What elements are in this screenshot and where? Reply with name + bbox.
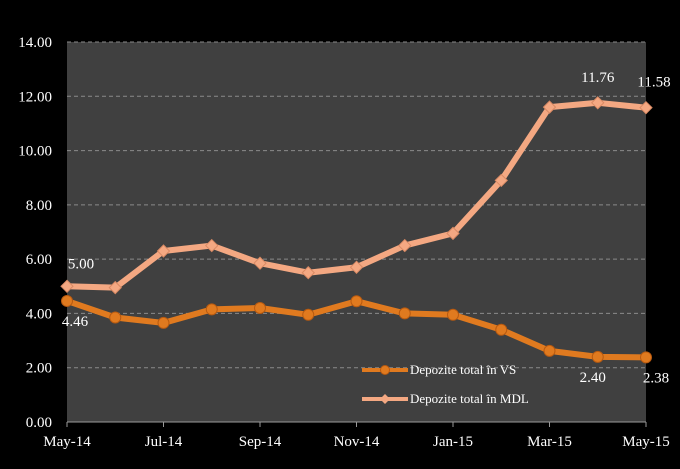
legend: Depozite total în VS Depozite total în MD… (362, 362, 529, 406)
data-point (495, 323, 508, 336)
data-point (302, 308, 315, 321)
data-point (350, 295, 363, 308)
legend-marker (380, 394, 390, 404)
x-axis-tick-labels: May-14 Jul-14 Sep-14 Nov-14 Jan-15 Mar-15 May-… (43, 422, 670, 450)
data-point (157, 316, 170, 329)
data-point (446, 226, 460, 241)
data-point (639, 100, 653, 115)
data-point (61, 294, 73, 307)
data-point (591, 350, 604, 363)
data-point (156, 244, 171, 258)
data-point (398, 238, 412, 253)
y-tick-label: 4.00 (26, 306, 52, 322)
legend-label: Depozite total în MDL (410, 391, 529, 406)
y-tick-label: 14.00 (18, 35, 52, 51)
x-tick-label: Jul-14 (145, 434, 183, 450)
data-point (494, 173, 508, 188)
y-tick-label: 6.00 (26, 252, 52, 268)
y-tick-label: 12.00 (18, 89, 52, 105)
x-tick-label: May-14 (43, 434, 91, 450)
data-point (254, 302, 266, 314)
data-point (301, 266, 315, 280)
x-tick-label: May-15 (622, 434, 670, 450)
y-tick-label: 0.00 (26, 415, 52, 431)
legend-marker (380, 365, 390, 375)
y-tick-label: 8.00 (26, 198, 52, 214)
x-tick-label: Sep-14 (239, 434, 282, 450)
data-point (109, 311, 122, 324)
data-point (640, 351, 652, 364)
data-label: 2.40 (580, 370, 606, 386)
data-point (542, 100, 557, 114)
y-tick-label: 2.00 (26, 361, 52, 377)
data-point (60, 279, 74, 293)
y-axis-tick-labels: 0.00 2.00 4.00 6.00 8.00 10.00 12.00 14.00 (18, 35, 52, 431)
data-labels: 4.46 2.40 2.38 5.00 11.76 11.58 (62, 70, 671, 387)
data-label: 2.38 (643, 370, 669, 386)
data-label: 5.00 (68, 256, 94, 272)
data-label: 11.76 (581, 70, 615, 86)
data-point (591, 96, 605, 110)
data-point (543, 344, 556, 357)
data-point (205, 303, 218, 316)
legend-label: Depozite total în VS (410, 362, 516, 377)
data-point (205, 238, 219, 253)
data-label: 4.46 (62, 314, 89, 330)
series-lines (60, 96, 653, 364)
plot-area (67, 42, 646, 422)
x-tick-label: Nov-14 (334, 434, 380, 450)
x-tick-label: Jan-15 (433, 434, 473, 450)
data-point (447, 308, 459, 321)
data-point (349, 260, 364, 274)
x-tick-label: Mar-15 (527, 434, 572, 450)
data-point (398, 307, 411, 320)
data-point (108, 280, 122, 295)
y-tick-label: 10.00 (18, 144, 52, 160)
data-point (253, 256, 267, 270)
data-label: 11.58 (637, 75, 670, 91)
